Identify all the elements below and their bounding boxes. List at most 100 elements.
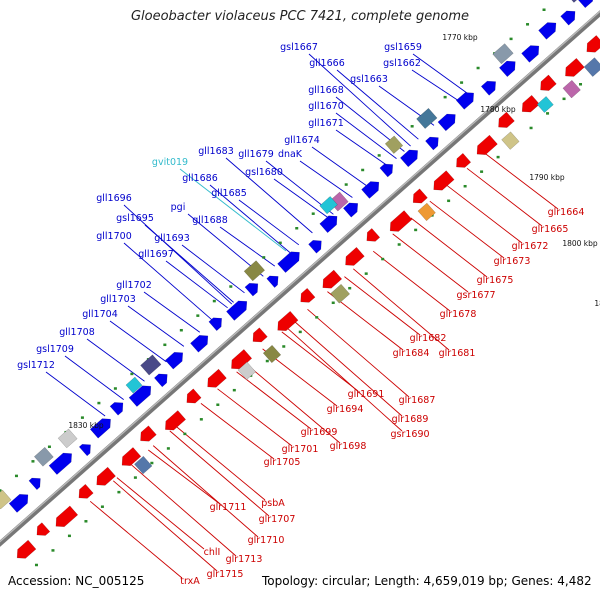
genome-summary: Topology: circular; Length: 4,659,019 bp…	[262, 574, 592, 588]
reverse-gene-leader-line	[447, 185, 523, 244]
reverse-gene	[16, 539, 37, 559]
track-tick-mark	[480, 170, 484, 173]
track-tick-mark	[579, 83, 583, 86]
rna-feature	[319, 196, 338, 215]
cog-block	[583, 57, 600, 77]
reverse-gene	[521, 94, 540, 113]
forward-gene-leader-line	[209, 184, 291, 253]
forward-gene	[437, 113, 456, 132]
track-tick-mark	[166, 447, 170, 450]
reverse-gene	[78, 483, 94, 499]
genome-backbone	[0, 10, 600, 547]
backbone-highlight	[0, 10, 600, 543]
track-tick-mark	[229, 285, 233, 288]
forward-gene-leader-line	[335, 112, 397, 159]
reverse-gene-leader-line	[281, 331, 359, 392]
track-tick-mark	[67, 534, 71, 538]
reverse-gene-label: glr1664	[548, 207, 585, 218]
forward-gene-label: gll1696	[96, 193, 132, 204]
forward-gene-leader-line	[336, 69, 419, 140]
forward-gene-leader-line	[238, 199, 300, 246]
forward-gene	[521, 45, 540, 63]
forward-gene-leader-line	[123, 242, 214, 322]
reverse-gene-label: psbA	[261, 498, 285, 509]
forward-gene-leader-line	[123, 204, 233, 305]
forward-gene-label: pgi	[171, 202, 186, 213]
forward-gene-label: gll1697	[138, 249, 174, 260]
reverse-gene-leader-line	[217, 388, 293, 447]
forward-gene	[538, 22, 557, 40]
reverse-gene-leader-line	[148, 449, 221, 505]
reverse-gene	[412, 188, 428, 204]
track-tick-mark	[51, 549, 55, 552]
forward-gene-label: gll1683	[198, 146, 234, 157]
reverse-gene	[498, 111, 515, 128]
forward-gene	[480, 80, 496, 96]
forward-gene-leader-line	[181, 244, 245, 294]
reverse-gene-leader-line	[353, 268, 450, 351]
cog-block	[243, 260, 266, 282]
track-tick-mark	[14, 474, 18, 478]
forward-gene-label: gsl1659	[384, 42, 422, 53]
reverse-gene	[231, 349, 253, 370]
track-tick-mark	[526, 23, 530, 26]
track-tick-mark	[414, 228, 418, 232]
reverse-gene-label: glr1705	[264, 457, 301, 468]
forward-gene	[308, 240, 322, 254]
forward-gene-leader-line	[64, 355, 124, 400]
label-leader-lines	[45, 53, 559, 579]
track-tick-mark	[315, 316, 319, 319]
forward-gene-label: gsl1680	[245, 167, 283, 178]
forward-gene	[226, 300, 248, 321]
forward-gene	[190, 335, 209, 353]
reverse-gene	[345, 246, 365, 266]
feature-layer	[0, 0, 600, 567]
cog-block	[384, 135, 404, 154]
reverse-gene-leader-line	[113, 480, 218, 572]
track-tick-mark	[443, 95, 447, 99]
reverse-gene-label: trxA	[180, 576, 200, 587]
reverse-gene	[322, 269, 343, 289]
reverse-gene	[96, 466, 116, 486]
track-tick-mark	[150, 461, 154, 465]
track-tick-mark	[232, 388, 236, 392]
reverse-gene-leader-line	[307, 308, 410, 398]
reverse-gene	[540, 74, 557, 91]
cog-block	[571, 0, 578, 3]
forward-gene-label: gll1708	[59, 327, 95, 338]
reverse-gene-label: glr1694	[327, 404, 364, 415]
reverse-gene-label: glr1710	[248, 535, 285, 546]
forward-gene-label: gll1685	[211, 188, 247, 199]
rna-feature	[125, 376, 143, 394]
forward-gene-label: gsl1667	[280, 42, 318, 53]
forward-gene	[498, 60, 516, 78]
forward-gene-label: gll1703	[100, 294, 136, 305]
forward-gene	[361, 181, 380, 199]
cog-block	[501, 131, 520, 150]
reverse-gene	[121, 447, 142, 466]
track-tick-mark	[542, 8, 546, 11]
track-tick-mark	[397, 243, 401, 246]
forward-gene	[48, 452, 72, 475]
forward-gene-label: gll1670	[308, 101, 344, 112]
label-layer: 1770 kbp 1780 kbp 1790 kbp 1800 kbp 1810 kbp…	[17, 33, 600, 587]
track-tick-mark	[113, 387, 117, 390]
forward-gene-label: gll1666	[309, 58, 345, 69]
forward-gene	[128, 385, 152, 407]
forward-gene	[560, 10, 576, 26]
forward-gene	[277, 251, 300, 273]
rna-leader-line	[179, 168, 287, 252]
track-tick-mark	[179, 328, 183, 332]
reverse-gene-label: glr1691	[348, 389, 385, 400]
reverse-gene-label: glr1698	[330, 441, 367, 452]
track-tick-mark	[410, 125, 414, 128]
track-tick-mark	[199, 418, 203, 421]
track-tick-mark	[377, 154, 381, 157]
scale-tick-label: 1770 kbp	[442, 33, 478, 42]
reverse-gene	[252, 327, 268, 343]
track-tick-mark	[447, 199, 451, 203]
forward-gene-leader-line	[219, 226, 276, 267]
reverse-gene	[207, 368, 227, 388]
cog-block	[417, 202, 436, 222]
forward-gene-leader-line	[143, 291, 201, 333]
